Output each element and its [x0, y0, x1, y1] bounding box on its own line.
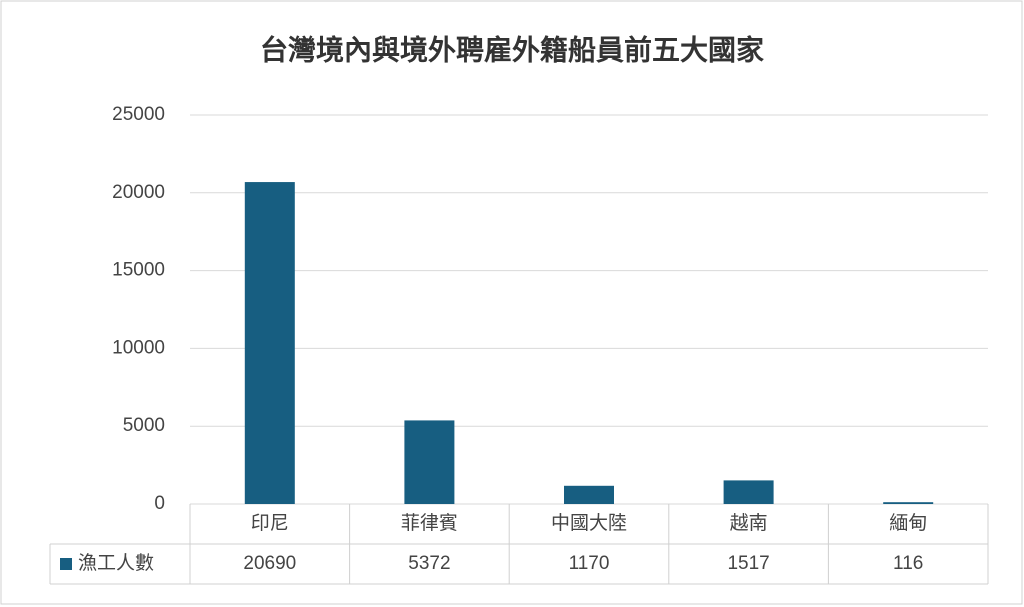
legend-swatch	[60, 558, 72, 570]
bar	[564, 485, 614, 504]
x-tick-label: 印尼	[251, 512, 289, 534]
bar	[723, 480, 774, 504]
bar	[883, 502, 934, 504]
y-tick-label: 5000	[123, 415, 165, 436]
y-tick-label: 0	[154, 493, 165, 514]
bar	[244, 182, 295, 504]
x-tick-label: 中國大陸	[551, 512, 627, 534]
y-tick-label: 20000	[112, 182, 165, 203]
x-tick-label: 緬甸	[889, 512, 927, 534]
table-value: 1517	[727, 553, 769, 574]
y-tick-label: 10000	[112, 337, 165, 358]
table-value: 20690	[243, 553, 296, 574]
table-value: 116	[893, 553, 923, 574]
y-tick-label: 15000	[112, 260, 165, 281]
table-value: 1170	[569, 553, 610, 574]
table-value: 5372	[408, 553, 450, 574]
bar	[404, 420, 455, 504]
x-tick-label: 越南	[730, 512, 768, 534]
x-tick-label: 菲律賓	[401, 512, 458, 534]
legend-label: 漁工人數	[78, 552, 154, 574]
chart-title: 台灣境內與境外聘雇外籍船員前五大國家	[260, 33, 764, 65]
y-tick-label: 25000	[112, 104, 165, 125]
